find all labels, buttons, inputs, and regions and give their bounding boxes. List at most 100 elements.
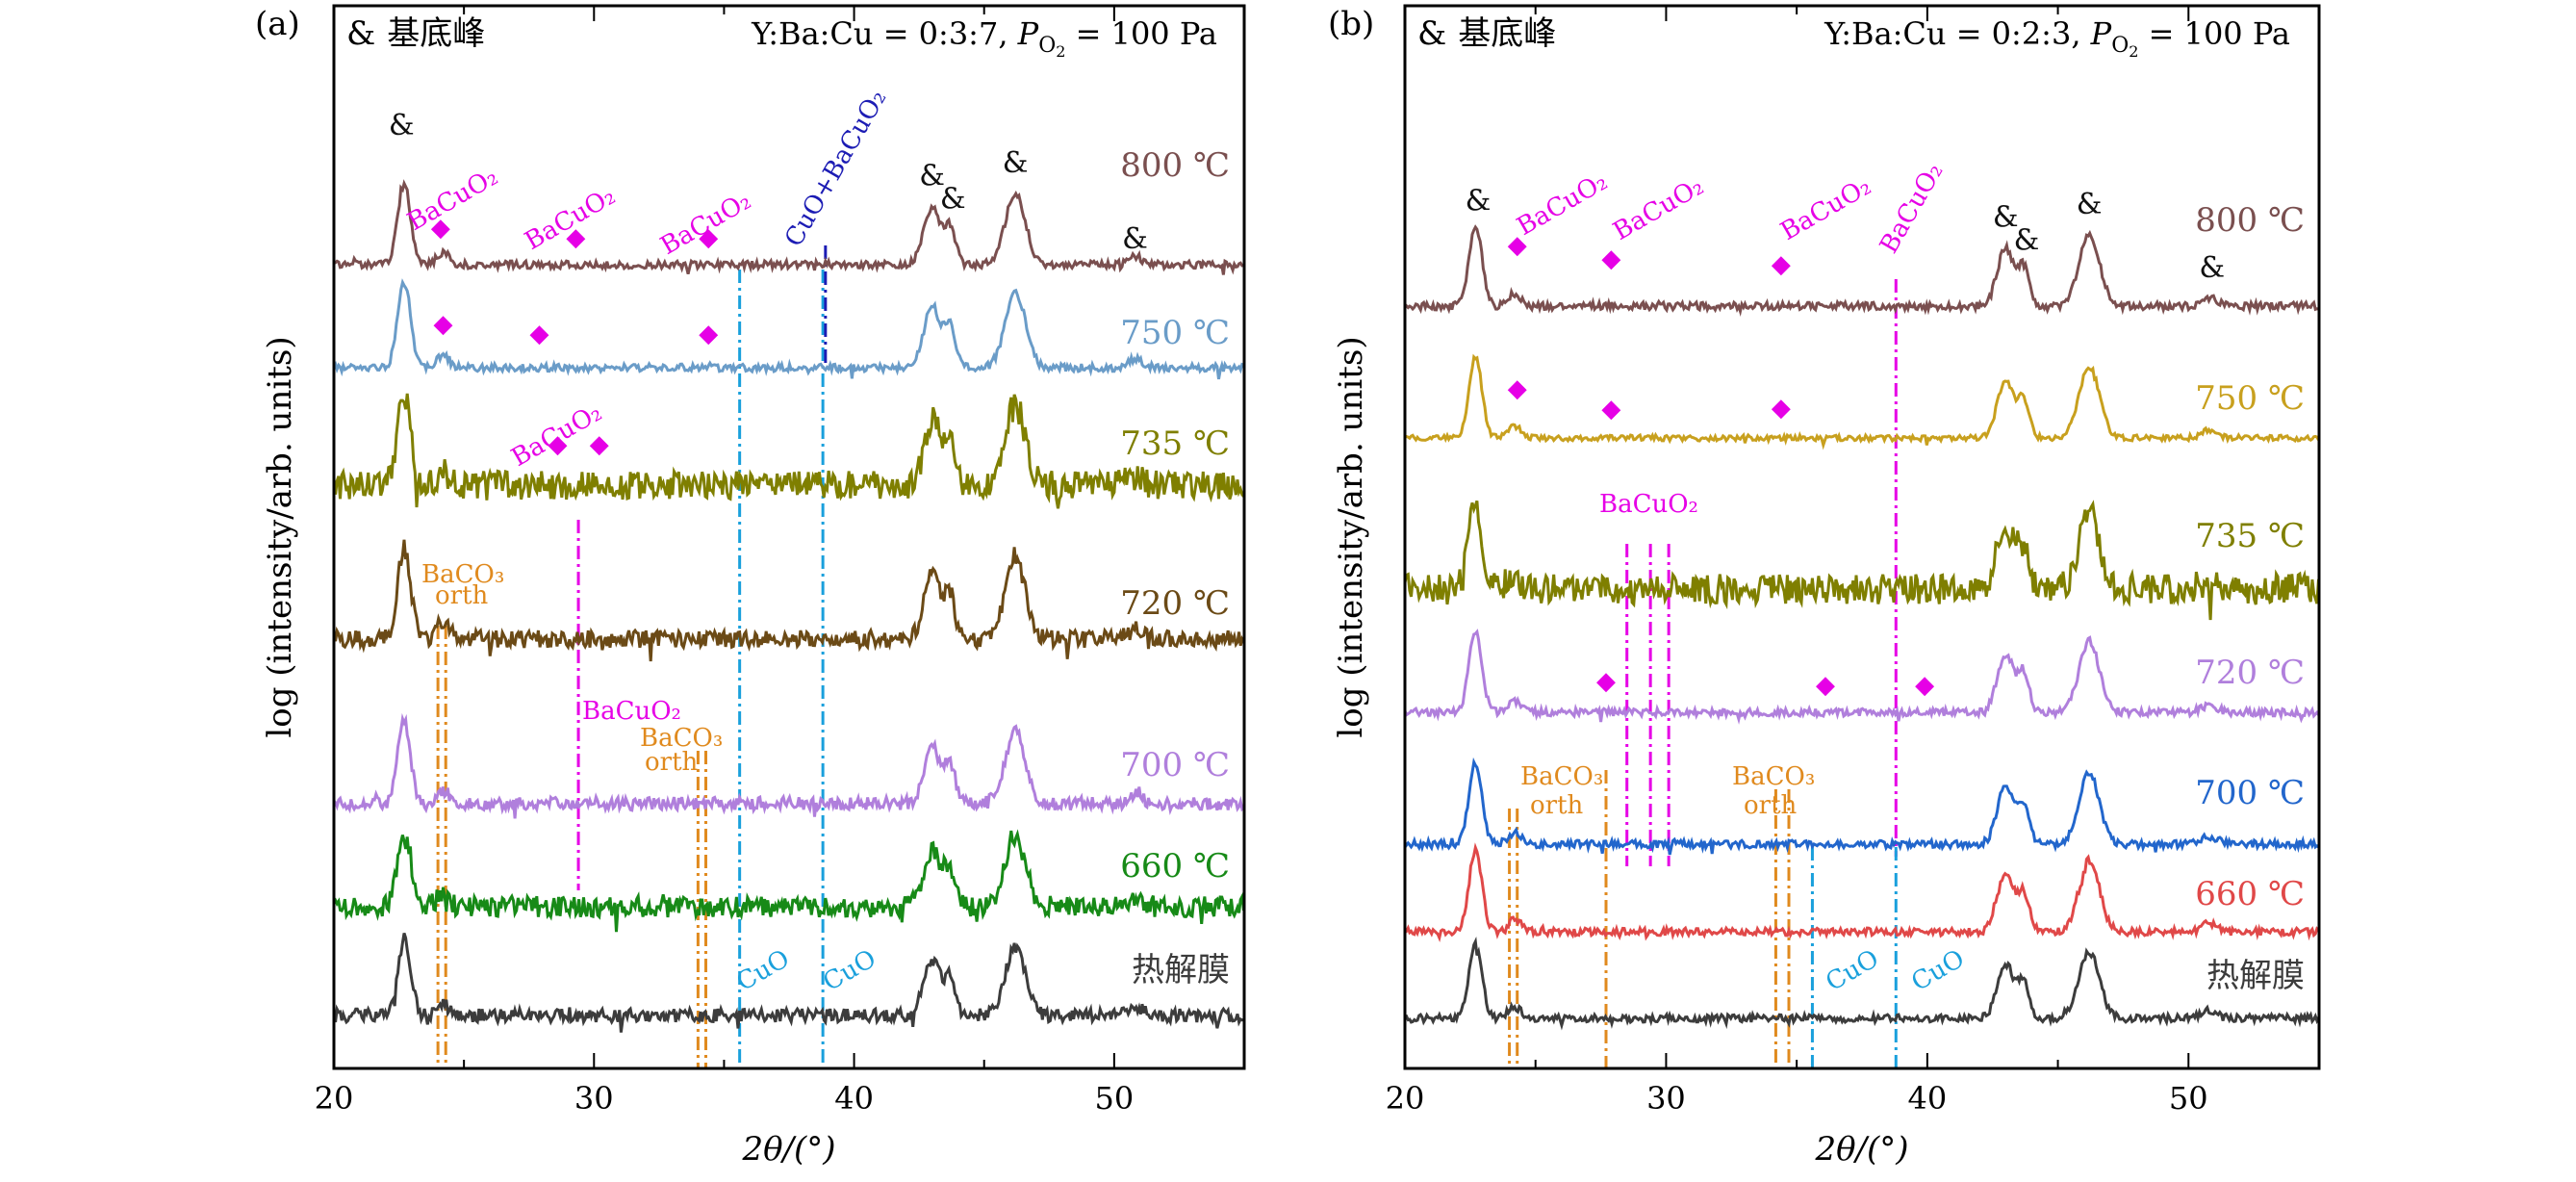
spectrum-line <box>332 278 1244 380</box>
series-label: 700 ℃ <box>2195 774 2305 812</box>
x-tick-label: 50 <box>2169 1080 2208 1117</box>
substrate-marker: & <box>919 159 945 193</box>
spectrum-line <box>1404 353 2320 450</box>
annotation-label: BaCuO₂ <box>1599 490 1698 519</box>
diamond-marker: ◆ <box>1596 667 1616 696</box>
annotation-label: CuO <box>732 944 795 997</box>
x-tick-label: 50 <box>1094 1080 1134 1117</box>
annotation-label: CuO <box>819 944 881 997</box>
annotation-label: orth <box>1530 791 1584 820</box>
series-label: 热解膜 <box>2206 957 2305 995</box>
condition-subsub: 2 <box>2129 42 2138 61</box>
annotation-label: BaCO₃ <box>1520 762 1603 791</box>
diamond-marker: ◆ <box>1601 395 1620 424</box>
substrate-marker: & <box>2014 224 2040 258</box>
spectrum-line <box>332 393 1245 509</box>
annotation-label: BaCuO₂ <box>1609 172 1709 246</box>
series-label: 800 ℃ <box>2195 201 2305 240</box>
annotation-label: CuO <box>1822 944 1884 997</box>
spectrum-line <box>332 829 1245 933</box>
condition-sub: O <box>2111 34 2129 58</box>
x-axis-label: 2θ/(°) <box>1814 1130 1908 1169</box>
spectrum-line <box>1403 500 2320 621</box>
annotation-label: BaCuO₂ <box>1875 158 1949 258</box>
annotation-label: orth <box>435 581 489 610</box>
spectrum-line <box>1403 757 2320 856</box>
panel-label: (b) <box>1328 5 1374 43</box>
diamond-marker: ◆ <box>566 223 585 252</box>
series-label: 750 ℃ <box>2195 379 2305 418</box>
series-label: 700 ℃ <box>1120 746 1230 784</box>
reference-lines <box>1508 279 1898 1068</box>
spectrum-line <box>332 712 1245 819</box>
spectrum-line <box>332 933 1244 1033</box>
substrate-marker: & <box>1466 185 1492 218</box>
annotation-label: orth <box>1744 791 1798 820</box>
substrate-marker: & <box>1122 222 1148 256</box>
spectrum-line <box>1403 629 2320 725</box>
condition-label: Y:Ba:Cu = 0:2:3, PO2 = 100 Pa <box>1824 15 2290 61</box>
series-label: 720 ℃ <box>1120 584 1230 623</box>
annotation-label: BaCO₃ <box>1732 762 1815 791</box>
condition-sub: O <box>1038 34 1056 58</box>
diamond-marker: ◆ <box>1772 394 1791 423</box>
substrate-marker: & <box>2199 251 2225 285</box>
annotation-label: orth <box>645 748 699 777</box>
x-tick-label: 20 <box>1386 1080 1425 1117</box>
spectrum-line <box>1404 936 2320 1031</box>
legend-text: 基底峰 <box>387 14 485 53</box>
peak-markers: &&&&&◆ ◆ ◆◆ ◆ ◆◆ ◆ <box>389 109 1148 459</box>
substrate-marker: & <box>940 183 966 217</box>
diamond-marker: ◆ <box>699 223 718 252</box>
series-label: 720 ℃ <box>2195 654 2305 692</box>
spectrum-line <box>332 539 1245 662</box>
condition-label: Y:Ba:Cu = 0:3:7, PO2 = 100 Pa <box>751 15 1217 61</box>
series-label: 750 ℃ <box>1120 314 1230 352</box>
plot-frame <box>1403 4 2321 1070</box>
panel-label: (a) <box>255 5 300 43</box>
diamond-marker: ◆ <box>1508 374 1527 403</box>
spectrum-line <box>333 179 1244 275</box>
legend-symbol: & <box>346 14 375 53</box>
series-label: 800 ℃ <box>1120 146 1230 185</box>
condition-pressure: = 100 Pa <box>1065 15 1217 52</box>
annotation-label: BaCO₃ <box>640 724 723 753</box>
annotation-label: BaCuO₂ <box>1513 167 1613 242</box>
annotation-label: BaCuO₂ <box>403 163 503 237</box>
condition-ratio: Y:Ba:Cu = 0:2:3, <box>1824 15 2091 52</box>
condition-p: P <box>1017 15 1039 52</box>
diamond-marker: ◆ <box>699 320 718 348</box>
x-tick-label: 40 <box>1907 1080 1947 1117</box>
x-tick-label: 30 <box>1646 1080 1686 1117</box>
plot-frame <box>332 4 1246 1070</box>
condition-ratio: Y:Ba:Cu = 0:3:7, <box>751 15 1018 52</box>
x-tick-label: 40 <box>834 1080 874 1117</box>
diamond-marker: ◆ <box>431 214 450 243</box>
substrate-marker: & <box>1993 200 2019 234</box>
series-label: 660 ℃ <box>2195 875 2305 913</box>
annotation-label: BaCuO₂ <box>1776 172 1876 246</box>
legend-text: 基底峰 <box>1458 14 1556 53</box>
series-label: 735 ℃ <box>1120 424 1230 463</box>
spectrum-line <box>1404 224 2319 318</box>
annotation-label: CuO <box>1907 944 1970 997</box>
condition-p: P <box>2090 15 2112 52</box>
x-axis: 20 30 40 50 <box>315 6 1245 1117</box>
peak-markers: & &&&&◆ ◆ ◆◆◆ ◆◆ ◆ ◆ <box>1466 185 2225 700</box>
diamond-marker: ◆ <box>1772 250 1791 279</box>
diamond-marker: ◆ <box>1915 671 1934 700</box>
diamond-marker: ◆ <box>1601 244 1620 273</box>
diamond-marker: ◆ <box>530 320 549 348</box>
legend-symbol: & <box>1417 14 1446 53</box>
x-tick-label: 20 <box>315 1080 354 1117</box>
spectrum-line <box>1404 842 2320 942</box>
spectra <box>332 179 1245 1033</box>
x-tick-label: 30 <box>574 1080 614 1117</box>
legend-substrate-peak: & 基底峰 <box>1417 14 1556 53</box>
y-axis-label: log (intensity/arb. units) <box>1332 336 1370 737</box>
diamond-marker: ◆ <box>1816 671 1835 700</box>
series-label: 热解膜 <box>1132 951 1230 989</box>
legend-substrate-peak: & 基底峰 <box>346 14 485 53</box>
